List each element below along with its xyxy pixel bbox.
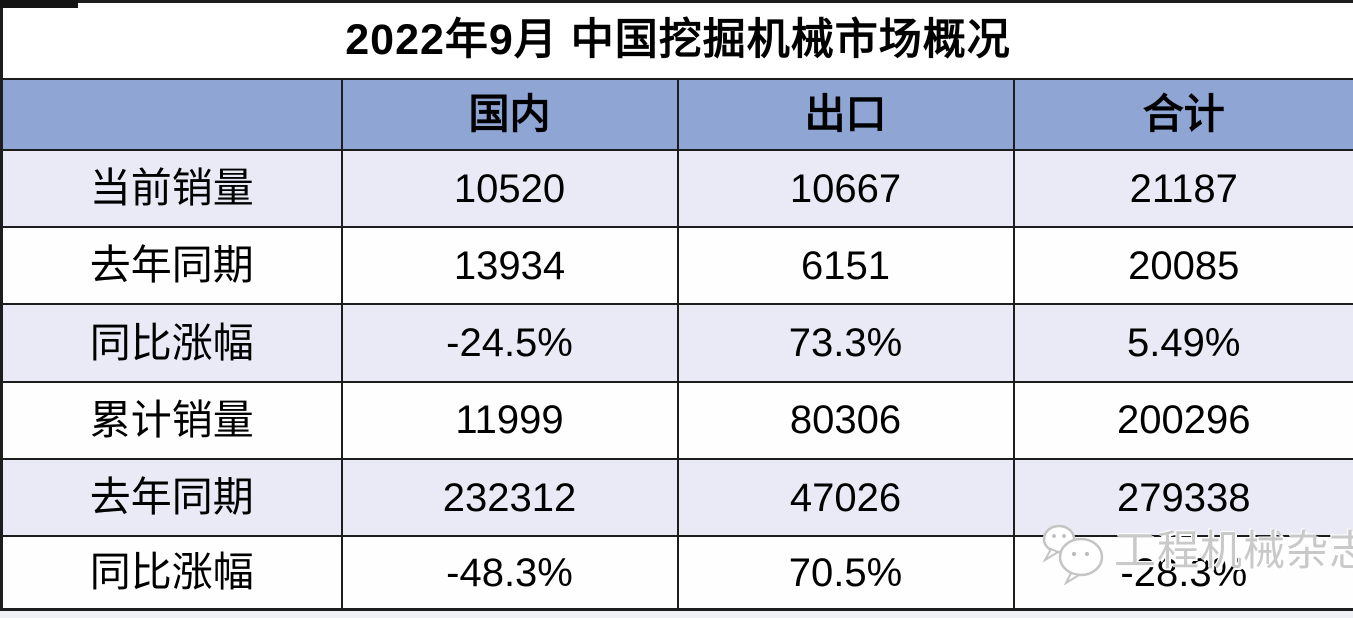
- table-row-current-sales: 当前销量 10520 10667 21187: [0, 148, 1353, 229]
- row-label: 去年同期: [0, 457, 343, 538]
- table-cell: 5.49%: [1012, 303, 1353, 383]
- table-cell: 73.3%: [676, 303, 1015, 383]
- table-cell: -24.5%: [340, 303, 679, 383]
- row-label: 累计销量: [0, 380, 343, 460]
- table-row-cumulative-yoy-change: 同比涨幅 -48.3% 70.5% -28.3%: [0, 535, 1353, 611]
- table-row-yoy-change: 同比涨幅 -24.5% 73.3% 5.49%: [0, 303, 1353, 383]
- header-row: 国内 出口 合计: [0, 77, 1353, 151]
- table-row-last-year-same-period: 去年同期 13934 6151 20085: [0, 226, 1353, 306]
- table-cell: 13934: [340, 226, 679, 306]
- table-cell: -48.3%: [340, 535, 679, 611]
- table-cell: 11999: [340, 380, 679, 460]
- table-cell: 47026: [676, 457, 1015, 538]
- table-cell: 70.5%: [676, 535, 1015, 611]
- column-header-empty: [0, 77, 343, 151]
- table-cell: 21187: [1012, 148, 1353, 229]
- table-row-cumulative-sales: 累计销量 11999 80306 200296: [0, 380, 1353, 460]
- row-label: 同比涨幅: [0, 535, 343, 611]
- table-cell: 10667: [676, 148, 1015, 229]
- table-cell: 279338: [1012, 457, 1353, 538]
- table-cell: 6151: [676, 226, 1015, 306]
- table-cell: 10520: [340, 148, 679, 229]
- column-header-export: 出口: [676, 77, 1015, 151]
- table-cell: 200296: [1012, 380, 1353, 460]
- row-label: 当前销量: [0, 148, 343, 229]
- column-header-domestic: 国内: [340, 77, 679, 151]
- row-label: 去年同期: [0, 226, 343, 306]
- table-row-cumulative-last-year: 去年同期 232312 47026 279338: [0, 457, 1353, 538]
- page-title: 2022年9月 中国挖掘机械市场概况: [0, 0, 1353, 80]
- table-cell: 20085: [1012, 226, 1353, 306]
- table-cell: -28.3%: [1012, 535, 1353, 611]
- table-cell: 80306: [676, 380, 1015, 460]
- title-row: 2022年9月 中国挖掘机械市场概况: [0, 0, 1353, 80]
- column-header-total: 合计: [1012, 77, 1353, 151]
- top-left-border-notch: [0, 0, 78, 8]
- table-cell: 232312: [340, 457, 679, 538]
- row-label: 同比涨幅: [0, 303, 343, 383]
